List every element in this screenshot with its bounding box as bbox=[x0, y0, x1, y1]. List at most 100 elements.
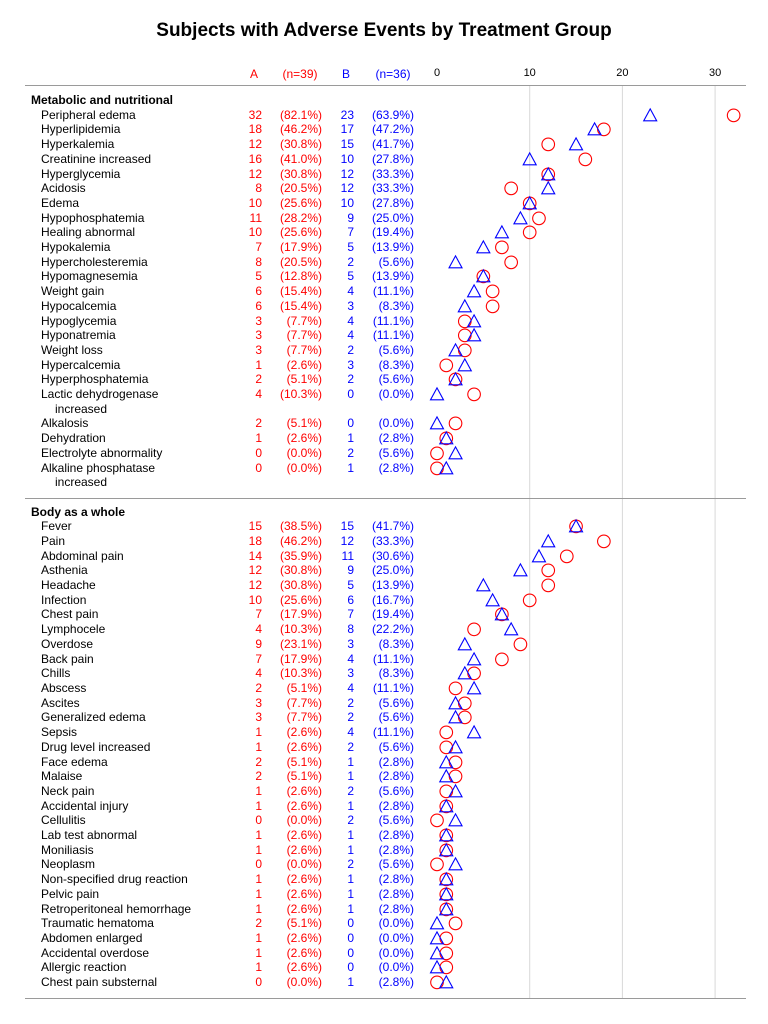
count-a: 1 bbox=[255, 739, 262, 754]
count-b: 1 bbox=[347, 798, 354, 813]
table-row: Generalized edema 3 (7.7%) 2 (5.6%) bbox=[0, 710, 768, 725]
count-b: 15 bbox=[340, 519, 354, 534]
percent-a: (2.6%) bbox=[286, 945, 322, 960]
event-name: Accidental injury bbox=[41, 798, 129, 813]
marker-a bbox=[439, 725, 454, 740]
event-name: Lactic dehydrogenase bbox=[41, 387, 159, 402]
count-b: 4 bbox=[347, 725, 354, 740]
percent-a: (2.6%) bbox=[286, 842, 322, 857]
event-label: Retroperitoneal hemorrhage bbox=[0, 902, 211, 917]
marker-b bbox=[457, 298, 473, 313]
count-b: 5 bbox=[347, 269, 354, 284]
marker-b bbox=[466, 680, 482, 695]
percent-b: (63.9%) bbox=[371, 107, 414, 122]
marker-b bbox=[448, 709, 463, 724]
event-name: Hyperglycemia bbox=[41, 166, 121, 181]
table-row: Hypophosphatemia 11 (28.2%) 9 (25.0%) bbox=[0, 211, 768, 226]
table-row: Lab test abnormal 1 (2.6%) 1 (2.8%) bbox=[0, 828, 768, 843]
marker-a bbox=[448, 916, 463, 931]
event-name: Hypercalcemia bbox=[41, 357, 121, 372]
marker-a bbox=[541, 578, 556, 593]
marker-b bbox=[429, 959, 445, 974]
event-name: Weight gain bbox=[41, 284, 105, 299]
percent-a: (23.1%) bbox=[279, 636, 322, 651]
percent-a: (2.6%) bbox=[286, 872, 322, 887]
table-row: Sepsis 1 (2.6%) 4 (11.1%) bbox=[0, 725, 768, 740]
count-a: 9 bbox=[255, 636, 262, 651]
event-label: Lab test abnormal bbox=[0, 828, 211, 843]
count-b: 5 bbox=[347, 240, 354, 255]
count-a: 15 bbox=[248, 519, 262, 534]
table-row: Malaise 2 (5.1%) 1 (2.8%) bbox=[0, 769, 768, 784]
percent-b: (19.4%) bbox=[371, 225, 414, 240]
count-b: 2 bbox=[347, 739, 354, 754]
event-name: Peripheral edema bbox=[41, 107, 136, 122]
event-name: Hypoglycemia bbox=[41, 313, 117, 328]
percent-a: (5.1%) bbox=[286, 916, 322, 931]
percent-a: (2.6%) bbox=[286, 886, 322, 901]
marker-b bbox=[429, 930, 445, 945]
percent-b: (2.8%) bbox=[378, 842, 414, 857]
percent-b: (2.8%) bbox=[378, 460, 414, 475]
event-name: Neoplasm bbox=[41, 857, 96, 872]
count-a: 3 bbox=[255, 328, 262, 343]
percent-b: (25.0%) bbox=[371, 210, 414, 225]
event-name: Overdose bbox=[41, 636, 94, 651]
count-b: 2 bbox=[347, 342, 354, 357]
marker-b bbox=[540, 180, 556, 195]
percent-a: (0.0%) bbox=[286, 975, 322, 990]
percent-a: (5.1%) bbox=[286, 372, 322, 387]
table-row: Pelvic pain 1 (2.6%) 1 (2.8%) bbox=[0, 887, 768, 902]
count-b: 2 bbox=[347, 710, 354, 725]
percent-b: (33.3%) bbox=[371, 533, 414, 548]
percent-b: (11.1%) bbox=[372, 313, 414, 328]
event-name: Neck pain bbox=[41, 783, 95, 798]
percent-b: (5.6%) bbox=[378, 695, 414, 710]
event-label: Alkalosis bbox=[0, 416, 211, 431]
percent-a: (12.8%) bbox=[279, 269, 322, 284]
percent-b: (2.8%) bbox=[378, 872, 414, 887]
count-b: 6 bbox=[347, 592, 354, 607]
event-label: Asthenia bbox=[0, 563, 211, 578]
event-label: Allergic reaction bbox=[0, 960, 211, 975]
event-label: Dehydration bbox=[0, 431, 211, 446]
percent-a: (7.7%) bbox=[286, 695, 322, 710]
table-row: Chills 4 (10.3%) 3 (8.3%) bbox=[0, 666, 768, 681]
event-name: Creatinine increased bbox=[41, 151, 152, 166]
count-a: 8 bbox=[255, 181, 262, 196]
count-b: 5 bbox=[347, 578, 354, 593]
event-name: Edema bbox=[41, 195, 80, 210]
table-row: Chest pain substernal 0 (0.0%) 1 (2.8%) bbox=[0, 975, 768, 990]
marker-b bbox=[466, 313, 482, 328]
marker-b bbox=[448, 783, 463, 798]
percent-a: (30.8%) bbox=[279, 166, 322, 181]
event-label: Hypercalcemia bbox=[0, 358, 211, 373]
event-label: Hypomagnesemia bbox=[0, 269, 211, 284]
event-name: Weight loss bbox=[41, 342, 103, 357]
count-b: 1 bbox=[347, 431, 354, 446]
count-a: 2 bbox=[255, 372, 262, 387]
percent-a: (7.7%) bbox=[286, 313, 322, 328]
event-label: Hyperglycemia bbox=[0, 167, 211, 182]
percent-a: (41.0%) bbox=[279, 151, 322, 166]
event-label: Pain bbox=[0, 534, 211, 549]
table-row: Hypercholesteremia 8 (20.5%) 2 (5.6%) bbox=[0, 255, 768, 270]
percent-b: (11.1%) bbox=[372, 328, 414, 343]
table-row: Lymphocele 4 (10.3%) 8 (22.2%) bbox=[0, 622, 768, 637]
marker-b bbox=[448, 739, 463, 754]
percent-b: (11.1%) bbox=[372, 725, 414, 740]
count-a: 18 bbox=[248, 122, 262, 137]
table-row: Headache 12 (30.8%) 5 (13.9%) bbox=[0, 578, 768, 593]
percent-b: (19.4%) bbox=[371, 607, 414, 622]
percent-b: (8.3%) bbox=[378, 298, 414, 313]
percent-a: (7.7%) bbox=[286, 328, 322, 343]
marker-a bbox=[532, 211, 546, 226]
marker-b bbox=[540, 533, 556, 548]
event-label: Drug level increased bbox=[0, 740, 211, 755]
percent-b: (8.3%) bbox=[378, 666, 414, 681]
event-label: Ascites bbox=[0, 696, 211, 711]
count-b: 2 bbox=[347, 695, 354, 710]
percent-a: (5.1%) bbox=[286, 680, 322, 695]
column-header-b-n: (n=36) bbox=[375, 67, 411, 81]
count-a: 10 bbox=[248, 195, 262, 210]
